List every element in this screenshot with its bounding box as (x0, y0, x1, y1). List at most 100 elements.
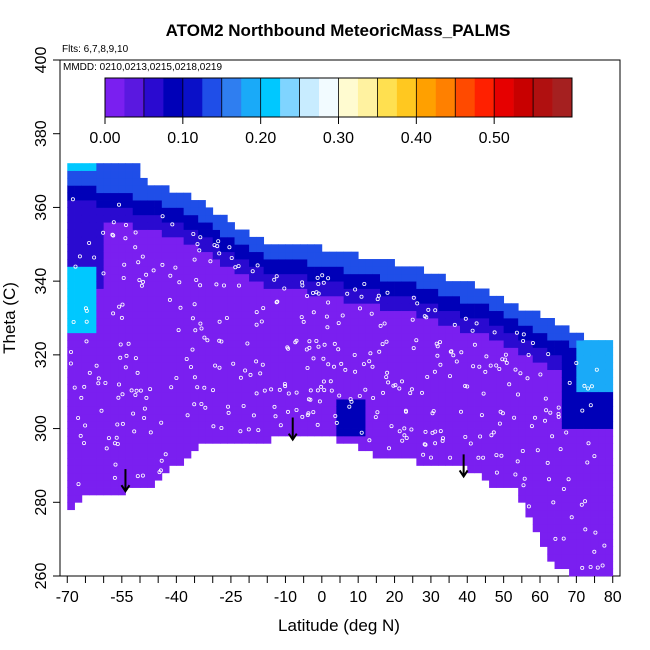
heatmap-cell (270, 406, 279, 415)
heatmap-cell (583, 406, 592, 415)
heatmap-cell (110, 332, 119, 341)
heatmap-cell (569, 354, 577, 363)
heatmap-cell (285, 259, 294, 267)
heatmap-cell (554, 413, 563, 422)
heatmap-cell (590, 354, 599, 363)
heatmap-cell (270, 421, 279, 429)
heatmap-cell (569, 406, 577, 415)
heatmap-cell (438, 399, 446, 407)
sample-point (551, 500, 556, 505)
heatmap-cell (518, 435, 526, 444)
heatmap-cell (423, 295, 432, 304)
heatmap-cell (423, 347, 432, 356)
heatmap-cell (583, 347, 592, 356)
heatmap-cell (343, 399, 352, 407)
heatmap-cell (81, 428, 90, 437)
heatmap-cell (387, 332, 395, 341)
heatmap-cell (74, 332, 83, 341)
heatmap-cell (183, 435, 192, 444)
heatmap-cell (110, 222, 119, 230)
heatmap-cell (147, 332, 155, 341)
sample-point (193, 328, 198, 333)
heatmap-cell (103, 192, 112, 201)
heatmap-cell (110, 185, 119, 194)
heatmap-cell (96, 487, 105, 496)
heatmap-cell (510, 332, 519, 341)
heatmap-cell (285, 310, 294, 319)
sample-point (299, 315, 304, 320)
heatmap-cell (81, 354, 90, 363)
heatmap-cell (74, 399, 83, 407)
heatmap-cell (605, 553, 614, 562)
sample-point (468, 441, 473, 446)
sample-point (120, 421, 125, 426)
heatmap-cell (583, 494, 592, 503)
heatmap-cell (270, 428, 279, 437)
heatmap-cell (300, 303, 308, 312)
heatmap-cell (249, 332, 257, 341)
heatmap-cell (234, 288, 243, 297)
sample-point (431, 409, 436, 414)
heatmap-cell (540, 362, 548, 370)
heatmap-cell (103, 465, 112, 474)
sample-point (159, 458, 164, 463)
heatmap-cell (460, 362, 468, 370)
heatmap-cell (372, 340, 381, 348)
heatmap-cell (481, 458, 490, 466)
heatmap-cell (467, 376, 475, 385)
heatmap-cell (401, 295, 410, 304)
heatmap-cell (365, 428, 374, 437)
heatmap-cell (118, 487, 126, 496)
sample-point (497, 366, 502, 371)
heatmap-cell (605, 539, 614, 547)
heatmap-cell (547, 369, 555, 378)
sample-point (96, 376, 101, 381)
heatmap-cell (380, 325, 388, 334)
heatmap-cell (67, 214, 75, 223)
sample-point (332, 341, 337, 346)
heatmap-cell (205, 207, 214, 216)
heatmap-cell (598, 509, 606, 518)
heatmap-cell (387, 259, 395, 267)
heatmap-cell (110, 413, 119, 422)
heatmap-cell (561, 384, 570, 393)
heatmap-cell (300, 266, 308, 275)
heatmap-cell (503, 428, 512, 437)
heatmap-cell (329, 310, 337, 319)
heatmap-cell (198, 325, 206, 334)
heatmap-cell (460, 413, 468, 422)
heatmap-cell (474, 465, 483, 474)
y-tick-label: 380 (33, 120, 50, 147)
heatmap-cell (161, 229, 170, 238)
heatmap-cell (576, 362, 585, 370)
heatmap-cell (67, 303, 75, 312)
heatmap-cell (205, 421, 214, 429)
heatmap-cell (569, 450, 577, 459)
heatmap-cell (132, 185, 141, 194)
heatmap-cell (183, 222, 192, 230)
sample-point (521, 483, 526, 488)
heatmap-cell (467, 465, 475, 474)
heatmap-cell (263, 421, 272, 429)
heatmap-cell (350, 347, 359, 356)
heatmap-cell (161, 318, 170, 326)
sample-point (118, 342, 123, 347)
heatmap-cell (103, 347, 112, 356)
heatmap-cell (183, 450, 192, 459)
heatmap-cell (292, 295, 301, 304)
heatmap-cell (140, 376, 148, 385)
heatmap-cell (387, 347, 395, 356)
heatmap-cell (416, 295, 425, 304)
heatmap-cell (430, 435, 439, 444)
heatmap-cell (605, 384, 614, 393)
heatmap-cell (314, 325, 323, 334)
heatmap-cell (125, 266, 134, 275)
heatmap-cell (241, 259, 250, 267)
heatmap-cell (496, 443, 505, 452)
heatmap-cell (321, 295, 330, 304)
heatmap-cell (569, 376, 577, 385)
heatmap-cell (103, 170, 112, 179)
heatmap-cell (401, 443, 410, 452)
heatmap-cell (89, 472, 97, 481)
heatmap-cell (205, 391, 214, 400)
